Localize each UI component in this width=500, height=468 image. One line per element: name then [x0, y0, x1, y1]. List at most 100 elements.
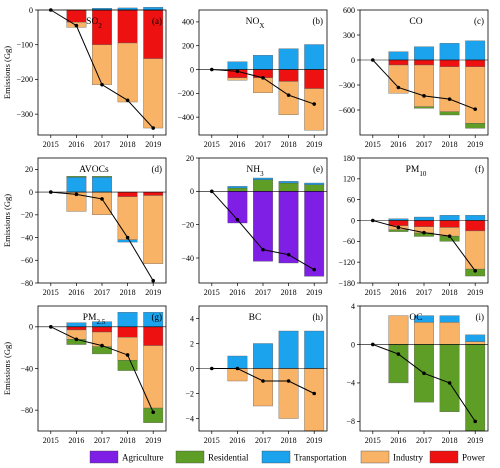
- bar-residential-2018: [117, 359, 138, 371]
- panel-b: 400 200 0 −200 −400 2015 2016 2017 2018 2019 NOX (b…: [177, 9, 328, 149]
- total-point-2015: [49, 190, 53, 194]
- bar-transportation-2018: [117, 239, 138, 243]
- x-tick-label: 2019: [306, 140, 322, 149]
- y-tick-label: −4: [346, 379, 355, 388]
- y-tick-label: 180: [343, 154, 355, 163]
- total-point-2019: [312, 267, 317, 272]
- panel-letter: (c): [474, 16, 484, 26]
- total-point-2015: [371, 218, 375, 223]
- panel-letter: (g): [152, 312, 163, 322]
- bar-power-2016: [66, 326, 87, 331]
- x-tick-label: 2016: [229, 436, 245, 445]
- y-tick-label: −120: [338, 258, 355, 267]
- bar-transportation-2019: [465, 334, 486, 342]
- y-tick-label: −2: [185, 389, 194, 398]
- total-point-2015: [371, 58, 375, 62]
- bar-transportation-2017: [253, 343, 273, 369]
- y-tick-label: 0: [351, 216, 355, 225]
- bar-transportation-2016: [227, 61, 248, 70]
- bar-residential-2019: [465, 123, 486, 129]
- x-tick-label: 2018: [442, 288, 458, 297]
- y-tick-label: −300: [16, 110, 33, 119]
- total-point-2017: [422, 230, 426, 235]
- x-tick-label: 2015: [204, 288, 220, 297]
- bar-residential-2017: [92, 176, 112, 178]
- total-point-2018: [125, 98, 130, 103]
- bar-transportation-2016: [227, 355, 248, 369]
- panel-f: 180 120 60 0 −60 −120 −180 2015 2016 2017 2018 2019…: [338, 154, 489, 297]
- y-tick-label: −20: [181, 220, 194, 229]
- bar-power-2018: [439, 59, 460, 67]
- bar-power-2018: [117, 326, 138, 338]
- x-tick-label: 2016: [68, 140, 84, 149]
- x-tick-label: 2018: [442, 140, 458, 149]
- total-point-2015: [210, 67, 214, 72]
- y-tick-label: 0: [190, 364, 194, 373]
- bar-transportation-2018: [439, 43, 460, 61]
- bar-transportation-2019: [143, 7, 164, 11]
- y-tick-label: −40: [20, 364, 33, 373]
- bar-transportation-2018: [278, 181, 299, 184]
- x-tick-label: 2018: [120, 140, 136, 149]
- x-tick-label: 2017: [255, 436, 271, 445]
- bar-transportation-2017: [414, 216, 434, 221]
- bar-agriculture-2019: [304, 191, 325, 277]
- total-point-2019: [151, 278, 155, 283]
- legend-swatch-agriculture: [89, 450, 119, 464]
- bar-power-2019: [143, 326, 164, 346]
- y-tick-label: −200: [177, 89, 194, 98]
- total-point-2015: [210, 366, 214, 371]
- x-tick-label: 2019: [145, 288, 161, 297]
- y-tick-label: −8: [346, 417, 355, 426]
- bar-industry-2016: [388, 315, 409, 345]
- bar-residential-2017: [414, 106, 434, 109]
- bar-industry-2017: [92, 191, 112, 215]
- y-tick-label: −60: [20, 256, 33, 265]
- total-point-2018: [447, 97, 452, 101]
- bar-residential-2018: [439, 111, 460, 116]
- x-tick-label: 2015: [43, 140, 59, 149]
- bar-power-2019: [465, 220, 486, 232]
- y-tick-label: −100: [16, 41, 33, 50]
- bar-power-2016: [388, 220, 409, 226]
- x-tick-label: 2016: [68, 288, 84, 297]
- y-tick-label: 20: [25, 165, 33, 174]
- bar-industry-2018: [439, 66, 460, 112]
- x-tick-label: 2015: [365, 436, 381, 445]
- bar-transportation-2016: [388, 51, 409, 61]
- total-point-2016: [74, 192, 79, 197]
- bar-transportation-2017: [253, 177, 273, 180]
- x-tick-label: 2016: [390, 288, 406, 297]
- y-tick-label: 0: [351, 340, 355, 349]
- bar-transportation-2018: [278, 330, 299, 369]
- bar-industry-2016: [388, 64, 409, 94]
- bar-residential-2019: [143, 407, 164, 423]
- panel-h: 4 2 0 −2 −4 2015 2016 2017 2018 2019 BC (h): [185, 305, 328, 445]
- y-tick-label: −400: [177, 113, 194, 122]
- x-tick-label: 2017: [416, 288, 432, 297]
- bar-power-2018: [278, 69, 299, 82]
- panel-d: 20 0 −20 −40 −60 −80 2015 2016 2017 2018 2019 AVOCs…: [2, 157, 167, 297]
- total-point-2016: [235, 69, 240, 74]
- x-tick-label: 2019: [306, 436, 322, 445]
- bar-residential-2018: [439, 344, 460, 412]
- y-tick-label: −300: [338, 81, 355, 90]
- x-tick-label: 2016: [229, 288, 245, 297]
- total-point-2016: [235, 217, 240, 222]
- panel-title: PM2.5: [83, 313, 106, 326]
- bar-residential-2019: [304, 184, 325, 192]
- total-point-2019: [151, 410, 155, 415]
- x-tick-label: 2018: [281, 140, 297, 149]
- x-tick-label: 2015: [365, 140, 381, 149]
- y-tick-label: −60: [342, 237, 355, 246]
- panel-title: NH3: [246, 165, 264, 178]
- total-point-2017: [422, 94, 426, 98]
- bar-industry-2018: [278, 81, 299, 115]
- x-tick-label: 2018: [442, 436, 458, 445]
- y-tick-label: 0: [29, 323, 33, 332]
- legend-swatch-industry: [360, 450, 390, 464]
- panel-title: AVOCs: [79, 165, 109, 175]
- bar-transportation-2017: [414, 315, 434, 323]
- panel-title: CO: [409, 17, 422, 27]
